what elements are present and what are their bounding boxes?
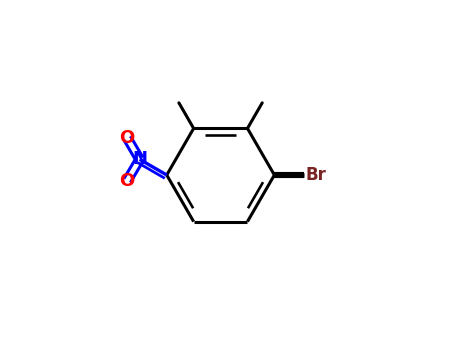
Text: O: O	[120, 172, 135, 190]
Text: Br: Br	[306, 166, 327, 184]
Text: O: O	[120, 129, 135, 147]
Text: N: N	[132, 150, 147, 168]
